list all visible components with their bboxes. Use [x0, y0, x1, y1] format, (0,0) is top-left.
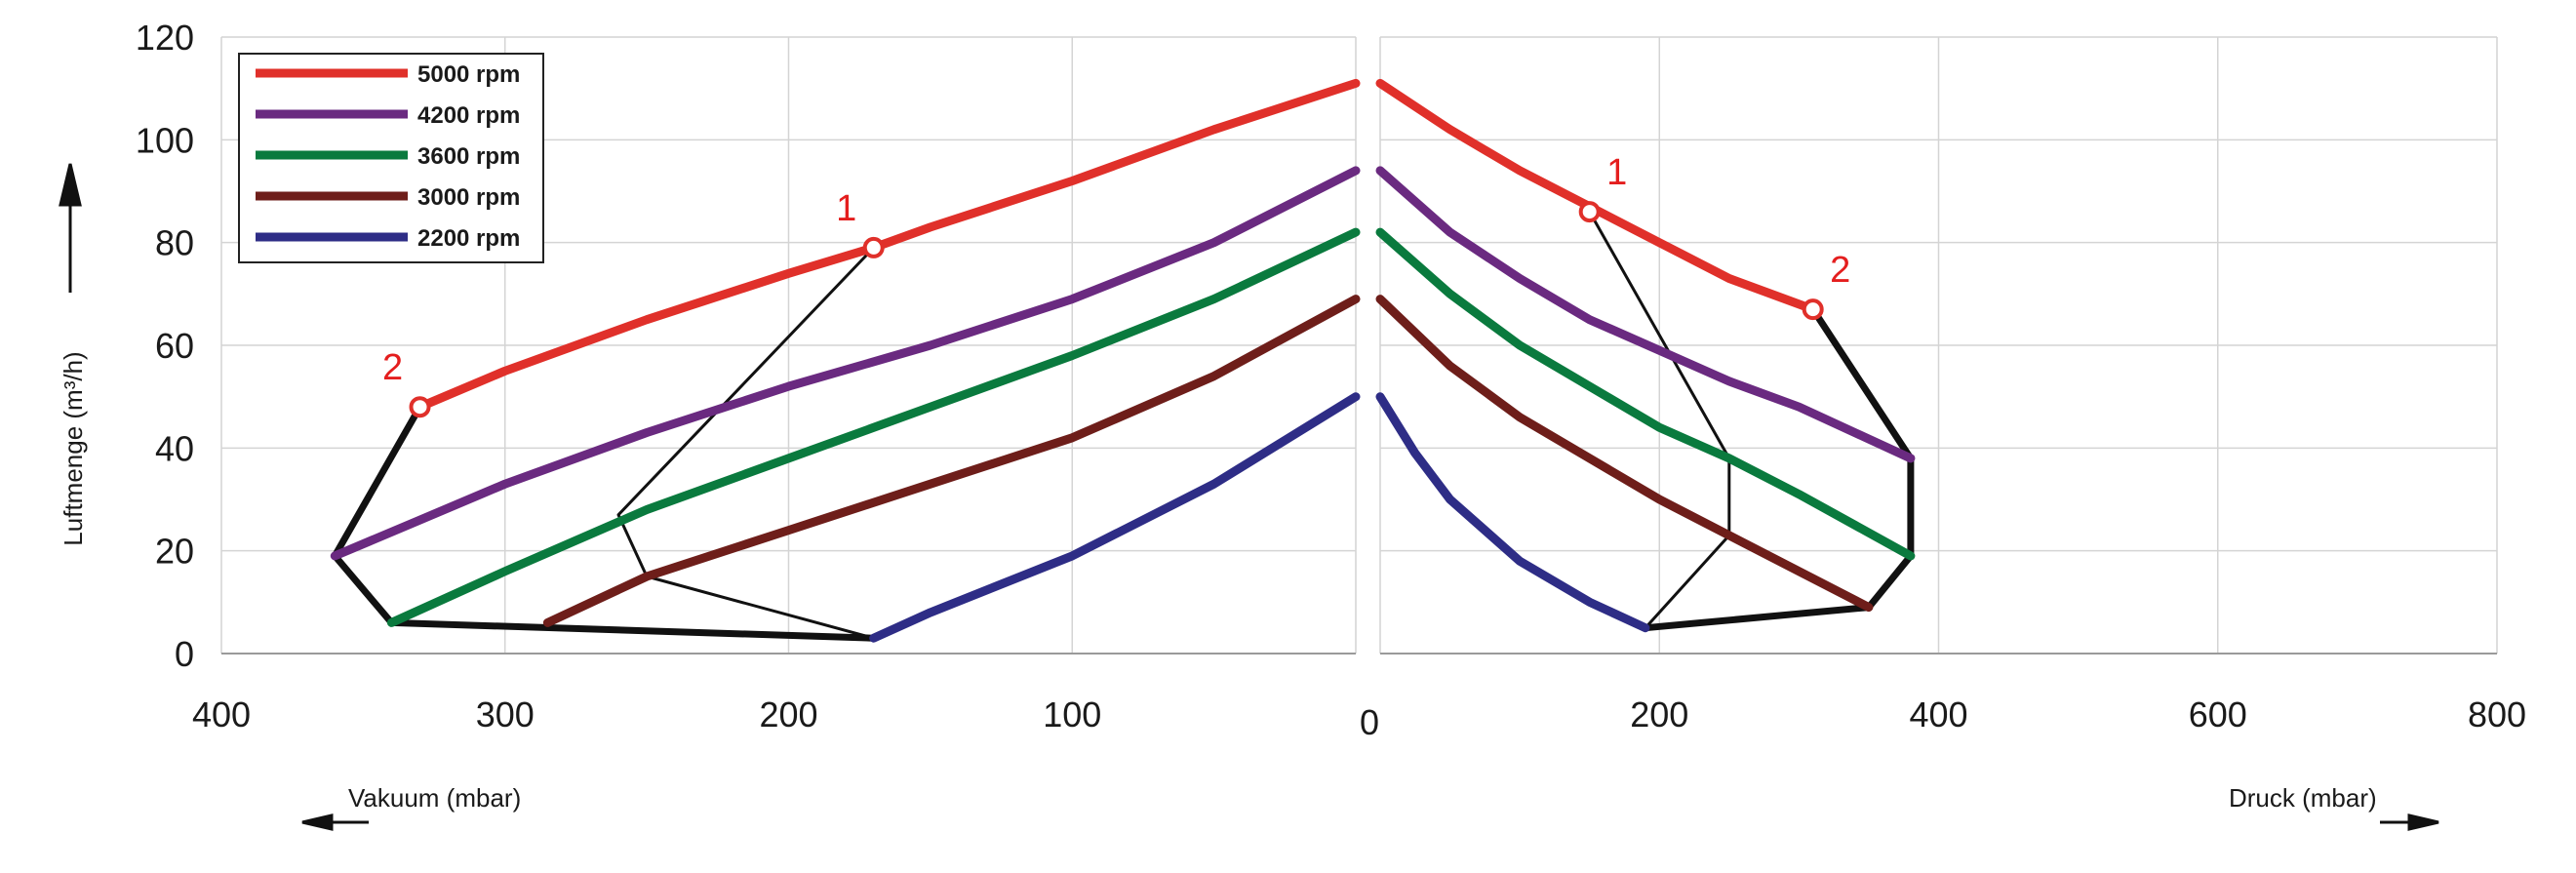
- series-line-vacuum-2200-rpm: [869, 392, 1361, 643]
- x-tick-label-vacuum: 400: [192, 694, 251, 734]
- legend-label: 4200 rpm: [417, 102, 520, 129]
- x-tick-label-pressure: 600: [2189, 694, 2247, 734]
- pressure-arrow-icon: [2380, 813, 2439, 831]
- marker-point: [409, 396, 431, 418]
- pressure-axis-title: Druck (mbar): [2229, 783, 2377, 813]
- legend-label: 5000 rpm: [417, 61, 520, 88]
- boundary-line-vacuum-thin: [616, 246, 876, 640]
- marker-label: 2: [382, 347, 403, 388]
- vacuum-axis-title: Vakuum (mbar): [348, 783, 521, 813]
- marker-label: 1: [1606, 152, 1627, 193]
- boundary-line-pressure-thin: [1588, 210, 1731, 630]
- series-line-pressure-4200-rpm: [1375, 166, 1916, 463]
- x-tick-label-pressure: 200: [1630, 694, 1688, 734]
- marker-label: 1: [836, 188, 856, 229]
- series-line-pressure-5000-rpm: [1375, 78, 1818, 314]
- x-tick-label-pressure: 800: [2468, 694, 2526, 734]
- series-line-vacuum-3000-rpm: [542, 295, 1361, 627]
- y-tick-label: 80: [155, 223, 194, 263]
- legend-label: 2200 rpm: [417, 225, 520, 252]
- series-line-pressure-3000-rpm: [1375, 295, 1874, 613]
- y-tick-label: 0: [175, 634, 194, 674]
- axis-labels: Luftmenge (m³/h) Vakuum (mbar) Druck (mb…: [59, 351, 2377, 813]
- series-line-vacuum-4200-rpm: [330, 166, 1361, 561]
- vacuum-arrow-icon: [301, 813, 369, 831]
- y-tick-label: 20: [155, 532, 194, 572]
- y-axis-title: Luftmenge (m³/h): [59, 351, 88, 545]
- y-tick-label: 40: [155, 428, 194, 468]
- legend-label: 3600 rpm: [417, 143, 520, 170]
- x-tick-label-vacuum: 100: [1043, 694, 1101, 734]
- zero-tick-label: 0: [1360, 702, 1379, 742]
- boundary-line-vacuum-thick: [331, 403, 878, 642]
- y-tick-label: 100: [136, 120, 194, 160]
- y-tick-label: 60: [155, 326, 194, 366]
- y-axis-arrow-icon: [59, 163, 82, 293]
- x-tick-label-pressure: 400: [1909, 694, 1967, 734]
- series-line-pressure-2200-rpm: [1375, 392, 1650, 633]
- marker-point: [1802, 298, 1824, 321]
- series-line-pressure-3600-rpm: [1375, 227, 1916, 561]
- x-tick-label-vacuum: 200: [759, 694, 817, 734]
- marker-point: [1578, 201, 1601, 223]
- legend-label: 3000 rpm: [417, 184, 520, 211]
- grid: [220, 36, 2498, 655]
- series-line-vacuum-3600-rpm: [386, 227, 1361, 627]
- markers: 1 2 1 2: [382, 152, 1850, 418]
- marker-point: [862, 236, 885, 258]
- x-tick-label-vacuum: 300: [476, 694, 535, 734]
- legend: 5000 rpm 4200 rpm 3600 rpm 3000 rpm 2200 rpm: [238, 53, 544, 263]
- y-tick-label: 120: [136, 18, 194, 58]
- series-lines: [330, 78, 1916, 643]
- marker-label: 2: [1830, 250, 1850, 291]
